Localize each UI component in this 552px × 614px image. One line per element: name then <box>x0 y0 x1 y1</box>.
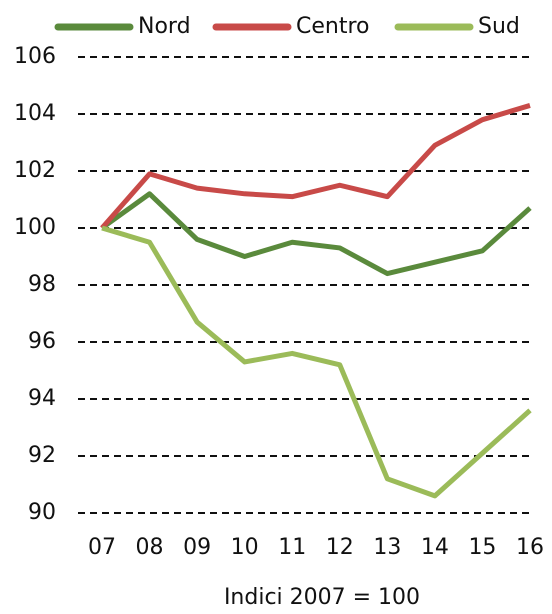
x-tick-label: 11 <box>278 535 306 560</box>
y-tick-label: 104 <box>14 101 56 126</box>
y-tick-label: 102 <box>14 158 56 183</box>
y-tick-label: 98 <box>28 272 56 297</box>
x-tick-label: 10 <box>231 535 259 560</box>
x-tick-label: 07 <box>88 535 116 560</box>
y-tick-label: 94 <box>28 386 56 411</box>
y-tick-label: 90 <box>28 500 56 525</box>
x-tick-label: 09 <box>183 535 211 560</box>
x-tick-label: 08 <box>136 535 164 560</box>
series-line <box>101 225 532 499</box>
x-tick-label: 14 <box>421 535 449 560</box>
x-tick-label: 16 <box>516 535 544 560</box>
x-axis-label: Indici 2007 = 100 <box>224 585 420 610</box>
x-tick-label: 15 <box>468 535 496 560</box>
x-tick-label: 13 <box>373 535 401 560</box>
legend-label: Centro <box>296 14 370 39</box>
y-tick-label: 92 <box>28 443 56 468</box>
legend-label: Sud <box>478 14 520 39</box>
y-tick-label: 106 <box>14 44 56 69</box>
y-tick-label: 100 <box>14 215 56 240</box>
legend-label: Nord <box>138 14 191 39</box>
x-tick-label: 12 <box>326 535 354 560</box>
series-line <box>100 191 532 277</box>
y-tick-label: 96 <box>28 329 56 354</box>
series-line <box>100 103 531 230</box>
